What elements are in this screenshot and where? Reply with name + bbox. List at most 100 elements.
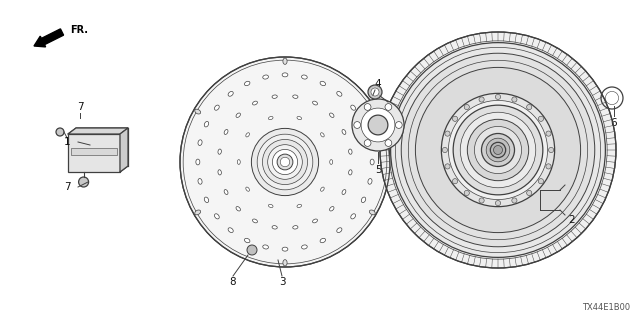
Text: 6: 6 bbox=[611, 118, 618, 128]
Circle shape bbox=[464, 190, 469, 196]
Text: FR.: FR. bbox=[70, 25, 88, 35]
Ellipse shape bbox=[312, 219, 317, 223]
Ellipse shape bbox=[362, 197, 365, 203]
Ellipse shape bbox=[320, 238, 326, 243]
Ellipse shape bbox=[253, 101, 257, 105]
Ellipse shape bbox=[214, 214, 220, 219]
Ellipse shape bbox=[312, 101, 317, 105]
Circle shape bbox=[364, 104, 371, 110]
Circle shape bbox=[548, 148, 554, 153]
Circle shape bbox=[445, 164, 450, 169]
Circle shape bbox=[453, 105, 543, 195]
Ellipse shape bbox=[198, 179, 202, 184]
FancyArrow shape bbox=[34, 29, 63, 47]
Ellipse shape bbox=[195, 109, 200, 114]
Circle shape bbox=[56, 128, 64, 136]
Ellipse shape bbox=[228, 92, 233, 96]
Circle shape bbox=[180, 57, 390, 267]
Circle shape bbox=[486, 138, 510, 162]
Ellipse shape bbox=[214, 105, 220, 110]
Circle shape bbox=[442, 148, 447, 153]
Circle shape bbox=[390, 43, 605, 257]
Text: 8: 8 bbox=[230, 277, 236, 287]
Ellipse shape bbox=[282, 247, 288, 251]
Circle shape bbox=[538, 116, 543, 121]
Circle shape bbox=[481, 133, 515, 166]
Ellipse shape bbox=[246, 133, 250, 137]
Text: 1: 1 bbox=[64, 137, 70, 147]
Ellipse shape bbox=[292, 226, 298, 229]
Ellipse shape bbox=[369, 109, 375, 114]
Ellipse shape bbox=[351, 214, 355, 219]
Circle shape bbox=[262, 140, 308, 185]
Ellipse shape bbox=[283, 260, 287, 266]
Ellipse shape bbox=[362, 122, 365, 127]
Text: 7: 7 bbox=[64, 182, 70, 192]
Circle shape bbox=[460, 112, 536, 188]
Circle shape bbox=[538, 179, 543, 184]
Circle shape bbox=[415, 68, 580, 233]
Circle shape bbox=[401, 53, 595, 247]
Ellipse shape bbox=[268, 116, 273, 120]
Ellipse shape bbox=[297, 116, 301, 120]
Circle shape bbox=[546, 131, 551, 136]
Circle shape bbox=[385, 140, 392, 146]
Text: 7: 7 bbox=[77, 102, 83, 112]
Circle shape bbox=[495, 94, 500, 100]
Ellipse shape bbox=[351, 105, 355, 110]
Circle shape bbox=[257, 134, 313, 190]
Circle shape bbox=[380, 32, 616, 268]
Circle shape bbox=[452, 116, 458, 121]
Circle shape bbox=[493, 146, 502, 155]
Ellipse shape bbox=[236, 113, 241, 117]
Circle shape bbox=[252, 128, 319, 196]
Ellipse shape bbox=[370, 159, 374, 165]
Ellipse shape bbox=[224, 189, 228, 195]
Circle shape bbox=[512, 198, 517, 203]
Circle shape bbox=[449, 100, 548, 200]
Ellipse shape bbox=[301, 75, 307, 79]
Ellipse shape bbox=[198, 140, 202, 146]
Text: 3: 3 bbox=[278, 277, 285, 287]
Circle shape bbox=[464, 104, 469, 110]
Circle shape bbox=[467, 119, 529, 181]
Circle shape bbox=[445, 131, 450, 136]
Ellipse shape bbox=[196, 159, 200, 165]
Circle shape bbox=[352, 99, 404, 151]
Text: 5: 5 bbox=[374, 165, 381, 175]
Ellipse shape bbox=[368, 179, 372, 184]
Polygon shape bbox=[68, 128, 128, 134]
Ellipse shape bbox=[282, 73, 288, 77]
Ellipse shape bbox=[321, 133, 324, 137]
Circle shape bbox=[490, 142, 506, 158]
Ellipse shape bbox=[268, 204, 273, 207]
Ellipse shape bbox=[292, 95, 298, 98]
Ellipse shape bbox=[263, 245, 268, 249]
Circle shape bbox=[280, 157, 290, 167]
Ellipse shape bbox=[237, 160, 240, 164]
Ellipse shape bbox=[283, 58, 287, 64]
Circle shape bbox=[546, 164, 551, 169]
Ellipse shape bbox=[349, 149, 352, 154]
Ellipse shape bbox=[369, 210, 375, 215]
Circle shape bbox=[368, 115, 388, 135]
Circle shape bbox=[479, 97, 484, 102]
Ellipse shape bbox=[342, 189, 346, 195]
Ellipse shape bbox=[337, 92, 342, 96]
Circle shape bbox=[364, 140, 371, 146]
Text: 4: 4 bbox=[374, 79, 381, 89]
Circle shape bbox=[479, 198, 484, 203]
Ellipse shape bbox=[246, 187, 250, 191]
Circle shape bbox=[371, 88, 379, 96]
Ellipse shape bbox=[195, 210, 200, 215]
Text: TX44E1B00: TX44E1B00 bbox=[582, 303, 630, 312]
Circle shape bbox=[247, 245, 257, 255]
Circle shape bbox=[273, 149, 298, 175]
Circle shape bbox=[474, 126, 522, 173]
Circle shape bbox=[268, 145, 302, 179]
Ellipse shape bbox=[204, 197, 209, 203]
Circle shape bbox=[385, 104, 392, 110]
Ellipse shape bbox=[244, 238, 250, 243]
Ellipse shape bbox=[368, 140, 372, 146]
Ellipse shape bbox=[337, 228, 342, 233]
